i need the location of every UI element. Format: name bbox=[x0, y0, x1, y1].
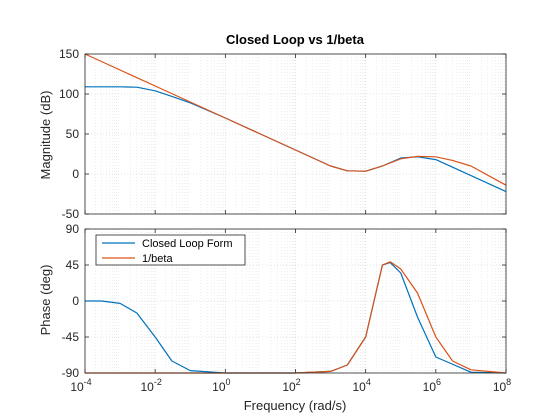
magnitude-panel: 150 100 50 0 -50 bbox=[59, 47, 507, 221]
legend-entry-closed-loop: Closed Loop Form bbox=[142, 238, 233, 250]
x-tick-label: 108 bbox=[493, 377, 511, 394]
x-tick-labels: 10-4 10-2 100 102 104 106 108 bbox=[70, 377, 511, 394]
x-tick-label: 104 bbox=[352, 377, 370, 394]
magnitude-y-tick-label: 150 bbox=[59, 47, 79, 61]
x-tick-label: 102 bbox=[282, 377, 300, 394]
phase-y-axis-label: Phase (deg) bbox=[38, 265, 53, 336]
phase-y-tick-label: -45 bbox=[62, 330, 80, 344]
magnitude-series-inv-beta bbox=[84, 53, 507, 186]
x-tick-label: 106 bbox=[423, 377, 441, 394]
magnitude-y-tick-label: 100 bbox=[59, 87, 79, 101]
phase-y-tick-label: -90 bbox=[62, 366, 80, 380]
phase-y-tick-label: 90 bbox=[66, 222, 80, 236]
magnitude-y-axis-label: Magnitude (dB) bbox=[38, 91, 53, 180]
phase-axes-frame bbox=[84, 228, 507, 374]
magnitude-y-tick-label: -50 bbox=[62, 207, 80, 221]
chart-title: Closed Loop vs 1/beta bbox=[226, 32, 365, 47]
x-tick-label: 10-4 bbox=[70, 377, 91, 394]
legend: Closed Loop Form 1/beta bbox=[95, 234, 246, 266]
legend-entry-inv-beta: 1/beta bbox=[142, 253, 173, 265]
magnitude-y-tick-label: 0 bbox=[72, 167, 79, 181]
phase-y-tick-label: 45 bbox=[66, 258, 80, 272]
magnitude-y-tick-label: 50 bbox=[66, 127, 80, 141]
x-axis-label: Frequency (rad/s) bbox=[244, 398, 347, 413]
x-tick-label: 100 bbox=[212, 377, 230, 394]
phase-y-tick-label: 0 bbox=[72, 294, 79, 308]
legend-box bbox=[95, 234, 246, 266]
magnitude-axes-frame bbox=[84, 53, 507, 215]
x-tick-label: 10-2 bbox=[140, 377, 161, 394]
